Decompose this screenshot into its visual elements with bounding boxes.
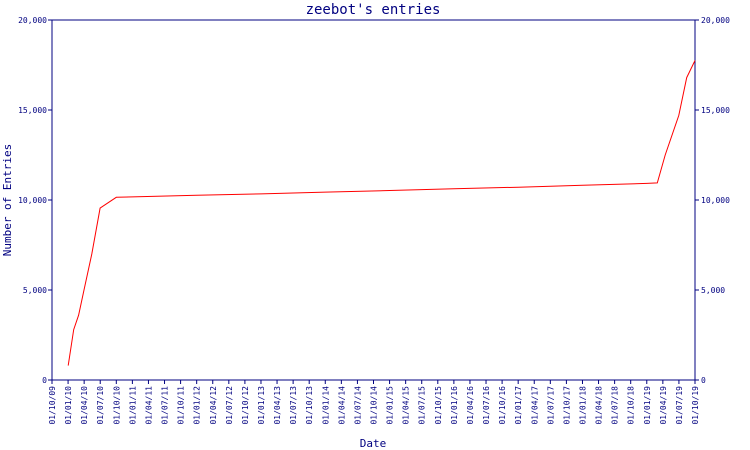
x-tick-label: 01/10/18 — [627, 386, 636, 425]
y-tick-label-right: 20,000 — [701, 16, 730, 25]
y-axis-label: Number of Entries — [1, 144, 14, 257]
x-tick-label: 01/04/18 — [595, 386, 604, 425]
y-tick-label-right: 10,000 — [701, 196, 730, 205]
x-tick-label: 01/01/18 — [578, 386, 587, 425]
y-tick-label-left: 5,000 — [23, 286, 47, 295]
x-tick-label: 01/04/14 — [337, 386, 346, 425]
x-tick-label: 01/07/11 — [161, 386, 170, 425]
x-tick-label: 01/07/19 — [675, 386, 684, 425]
x-tick-label: 01/04/17 — [530, 386, 539, 425]
plot-frame — [51, 19, 696, 381]
x-tick-label: 01/01/12 — [193, 386, 202, 425]
x-tick-label: 01/01/16 — [450, 386, 459, 425]
x-tick-label: 01/01/13 — [257, 386, 266, 425]
x-tick-label: 01/07/10 — [96, 386, 105, 425]
x-tick-label: 01/07/18 — [611, 386, 620, 425]
x-tick-label: 01/07/13 — [289, 386, 298, 425]
x-tick-label: 01/04/19 — [659, 386, 668, 425]
y-tick-label-right: 5,000 — [701, 286, 725, 295]
chart-title: zeebot's entries — [306, 2, 441, 18]
x-tick-label: 01/10/17 — [562, 386, 571, 425]
y-tick-label-right: 15,000 — [701, 106, 730, 115]
x-tick-label: 01/04/13 — [273, 386, 282, 425]
x-tick-label: 01/01/19 — [643, 386, 652, 425]
x-tick-label: 01/04/11 — [144, 386, 153, 425]
x-tick-label: 01/10/13 — [305, 386, 314, 425]
x-tick-label: 01/10/19 — [691, 386, 700, 425]
y-tick-label-left: 0 — [42, 376, 47, 385]
x-tick-label: 01/04/16 — [466, 386, 475, 425]
x-tick-label: 01/10/10 — [112, 386, 121, 425]
x-tick-label: 01/07/14 — [353, 386, 362, 425]
y-tick-label-left: 15,000 — [18, 106, 47, 115]
x-tick-label: 01/01/15 — [386, 386, 395, 425]
x-tick-label: 01/10/16 — [498, 386, 507, 425]
y-tick-label-left: 10,000 — [18, 196, 47, 205]
x-tick-label: 01/07/16 — [482, 386, 491, 425]
x-tick-label: 01/10/14 — [370, 386, 379, 425]
y-tick-label-right: 0 — [701, 376, 706, 385]
x-tick-label: 01/10/15 — [434, 386, 443, 425]
x-axis-label: Date — [360, 437, 387, 450]
x-tick-label: 01/10/09 — [48, 386, 57, 425]
x-tick-label: 01/04/12 — [209, 386, 218, 425]
x-tick-label: 01/07/12 — [225, 386, 234, 425]
x-tick-label: 01/01/17 — [514, 386, 523, 425]
x-axis: 01/10/09 01/01/10 01/04/10 01/07/10 01/10/10… — [48, 380, 700, 425]
x-tick-label: 01/01/10 — [64, 386, 73, 425]
right-y-axis: 0 5,000 10,000 15,000 20,000 — [695, 16, 730, 385]
x-tick-label: 01/07/15 — [418, 386, 427, 425]
x-tick-label: 01/10/11 — [177, 386, 186, 425]
x-tick-label: 01/04/10 — [80, 386, 89, 425]
x-tick-label: 01/04/15 — [402, 386, 411, 425]
series-line — [67, 60, 696, 366]
x-tick-label: 01/10/12 — [241, 386, 250, 425]
x-tick-label: 01/01/14 — [321, 386, 330, 425]
x-tick-label: 01/07/17 — [546, 386, 555, 425]
y-tick-label-left: 20,000 — [18, 16, 47, 25]
left-y-axis: 0 5,000 10,000 15,000 20,000 — [18, 16, 52, 385]
x-tick-label: 01/01/11 — [128, 386, 137, 425]
